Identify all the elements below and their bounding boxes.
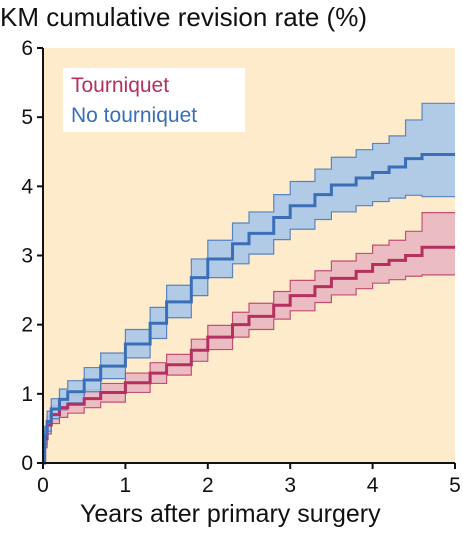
x-tick-label: 5 xyxy=(449,474,461,497)
y-tick-label: 4 xyxy=(21,175,33,198)
tick-marks xyxy=(37,47,456,469)
tick-labels: 0 1 2 3 4 5 6 0 1 2 3 4 5 xyxy=(21,37,461,497)
x-tick-label: 2 xyxy=(202,474,214,497)
x-tick-label: 1 xyxy=(120,474,132,497)
band-no-tourniquet xyxy=(43,103,455,463)
band-upper-no-tourniquet xyxy=(43,102,455,464)
legend-item-no-tourniquet: No tourniquet xyxy=(71,104,198,127)
band-tourniquet xyxy=(43,212,455,463)
x-tick-label: 0 xyxy=(37,474,49,497)
y-tick-label: 2 xyxy=(21,314,33,337)
y-tick-label: 6 xyxy=(21,37,33,60)
line-no-tourniquet xyxy=(43,153,455,465)
x-tick-label: 4 xyxy=(367,474,379,497)
y-tick-label: 5 xyxy=(21,106,33,129)
legend: Tourniquet No tourniquet xyxy=(63,68,245,132)
y-tick-label: 0 xyxy=(21,452,33,475)
legend-item-tourniquet: Tourniquet xyxy=(71,74,170,97)
y-tick-label: 1 xyxy=(21,383,33,406)
series-lines xyxy=(43,153,455,465)
y-tick-label: 3 xyxy=(21,245,33,268)
y-axis-label: KM cumulative revision rate (%) xyxy=(0,2,367,32)
x-axis-label: Years after primary surgery xyxy=(80,500,381,528)
confidence-bands xyxy=(43,102,455,464)
x-tick-label: 3 xyxy=(284,474,296,497)
